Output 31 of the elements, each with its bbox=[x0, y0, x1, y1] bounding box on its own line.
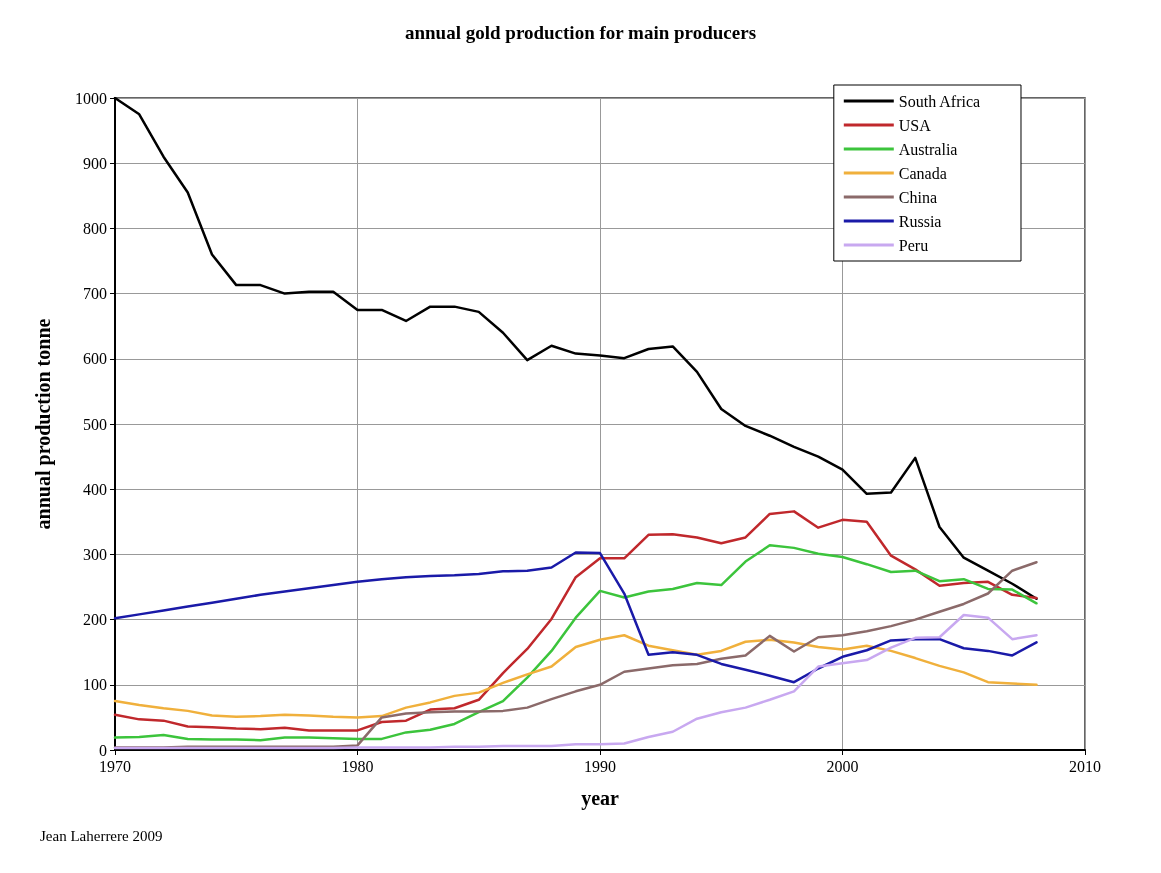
y-tick-label: 800 bbox=[83, 219, 107, 237]
y-tick-label: 400 bbox=[83, 480, 107, 498]
x-tick-label: 1970 bbox=[99, 757, 131, 775]
text: Jean Laherrere 2009 bbox=[40, 827, 163, 844]
line-series bbox=[113, 551, 1038, 684]
y-tick-label: 600 bbox=[83, 350, 107, 368]
x-tick-label: 2000 bbox=[826, 757, 859, 775]
line-series bbox=[113, 634, 1038, 719]
legend-label: Canada bbox=[898, 164, 947, 182]
y-axis-title: annual production tonne bbox=[32, 318, 55, 530]
y-tick-label: 700 bbox=[83, 285, 107, 303]
line-series bbox=[113, 613, 1038, 750]
x-axis-title: year bbox=[581, 787, 619, 810]
chart-title: annual gold production for main producers bbox=[404, 22, 757, 43]
y-tick-label: 900 bbox=[83, 154, 107, 172]
y-tick-label: 200 bbox=[83, 611, 107, 629]
legend-label: USA bbox=[898, 116, 932, 134]
legend-label: Russia bbox=[898, 212, 942, 230]
legend-label: Peru bbox=[898, 236, 929, 254]
legend-label: Australia bbox=[898, 140, 958, 158]
x-tick-label: 1990 bbox=[584, 757, 616, 775]
line-series bbox=[113, 510, 1038, 732]
legend-label: China bbox=[898, 188, 938, 206]
y-tick-label: 300 bbox=[83, 545, 107, 563]
legend-label: South Africa bbox=[898, 92, 981, 110]
x-tick-label: 2010 bbox=[1069, 757, 1101, 775]
y-tick-label: 100 bbox=[83, 676, 107, 694]
y-tick-label: 0 bbox=[99, 741, 107, 759]
y-tick-label: 1000 bbox=[75, 89, 107, 107]
x-tick-label: 1980 bbox=[341, 757, 374, 775]
y-tick-label: 500 bbox=[83, 415, 107, 433]
